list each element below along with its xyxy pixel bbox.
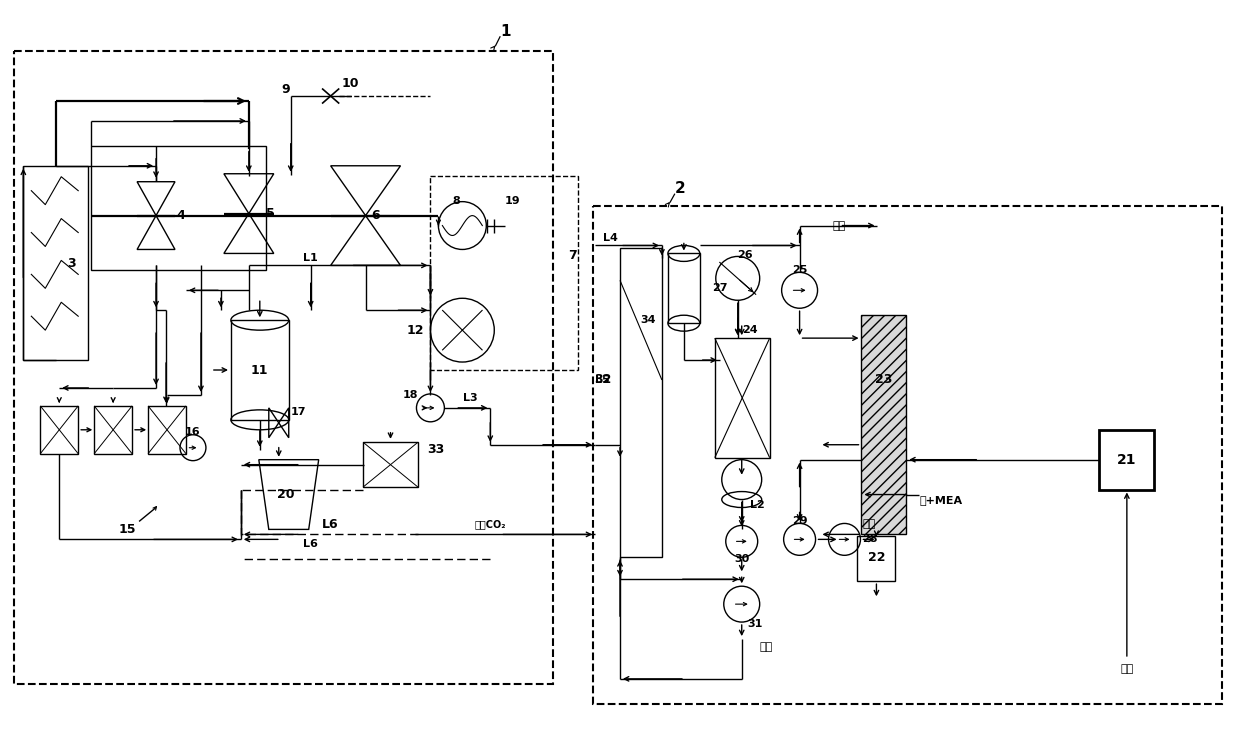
Text: 24: 24 (742, 325, 758, 335)
Text: 28: 28 (863, 534, 878, 545)
Text: 2: 2 (675, 181, 686, 196)
Bar (430, 176, 578, 370)
Text: 30: 30 (734, 554, 749, 564)
Text: 11: 11 (250, 364, 269, 376)
Bar (862, 315, 906, 534)
Bar (668, 253, 699, 323)
Text: 23: 23 (874, 373, 892, 387)
Text: 5: 5 (267, 207, 275, 220)
Text: 31: 31 (746, 619, 763, 629)
Bar (363, 443, 418, 487)
Text: L1: L1 (304, 253, 319, 264)
Bar (94, 406, 133, 454)
Text: 3: 3 (67, 257, 76, 270)
Text: L6: L6 (322, 518, 339, 531)
Text: 9: 9 (281, 83, 290, 95)
Text: 27: 27 (712, 283, 728, 294)
Text: L6: L6 (304, 539, 319, 549)
Text: 4: 4 (176, 209, 185, 222)
Text: 34: 34 (640, 315, 656, 326)
Text: 17: 17 (291, 407, 306, 417)
Text: L3: L3 (463, 393, 477, 403)
Bar (620, 249, 662, 557)
Bar (714, 338, 770, 457)
Text: 高压CO₂: 高压CO₂ (475, 519, 506, 530)
Bar (231, 320, 289, 420)
Text: 烟气: 烟气 (1120, 664, 1133, 674)
Text: 排烟: 排烟 (833, 221, 846, 230)
Bar (593, 206, 1221, 704)
Text: 32: 32 (595, 373, 613, 387)
Text: 12: 12 (407, 323, 424, 337)
Text: 20: 20 (277, 488, 295, 501)
Text: 7: 7 (568, 249, 577, 262)
Text: 15: 15 (118, 523, 136, 536)
Text: 22: 22 (868, 551, 885, 564)
Text: 水+MEA: 水+MEA (919, 495, 962, 504)
Text: 29: 29 (792, 516, 807, 527)
Text: L2: L2 (750, 499, 764, 510)
Bar (15, 51, 553, 684)
Text: 33: 33 (427, 443, 444, 456)
Text: 1: 1 (500, 24, 511, 39)
Bar (92, 146, 265, 270)
Text: L4: L4 (603, 232, 618, 243)
Bar (41, 406, 78, 454)
Text: 25: 25 (792, 265, 807, 276)
Text: 8: 8 (453, 196, 460, 206)
Text: 19: 19 (505, 196, 520, 206)
Text: 6: 6 (371, 209, 379, 222)
Bar (24, 166, 88, 360)
Text: 18: 18 (403, 390, 418, 400)
Text: L5: L5 (595, 375, 610, 385)
Text: 富液: 富液 (863, 519, 877, 530)
Bar (148, 406, 186, 454)
Text: 贫液: 贫液 (760, 642, 773, 652)
Bar (858, 536, 895, 581)
Text: 21: 21 (1117, 453, 1137, 466)
Bar (1099, 430, 1153, 489)
Text: 16: 16 (185, 427, 201, 437)
Text: 26: 26 (737, 250, 753, 261)
Text: 10: 10 (342, 77, 360, 89)
